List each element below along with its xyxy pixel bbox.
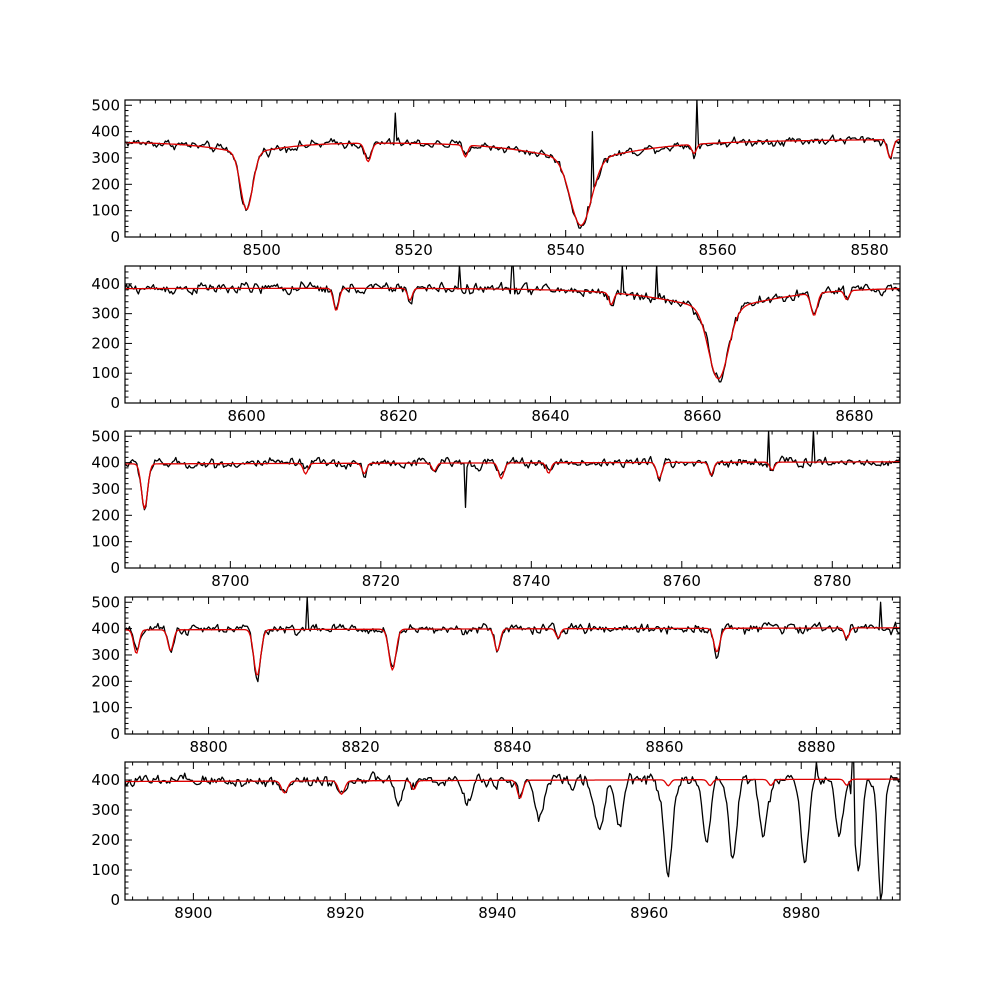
y-tick-label: 300 xyxy=(91,646,120,664)
y-tick-label: 400 xyxy=(91,771,120,789)
y-tick-label: 100 xyxy=(91,364,120,382)
x-tick-label: 8600 xyxy=(227,407,265,425)
x-tick-label: 8760 xyxy=(663,572,701,590)
x-tick-label: 8960 xyxy=(630,904,668,922)
panel-2: 8600 8620 8640 8660 8680 0 100 200 300 400 xyxy=(91,265,901,425)
panel-5: 8900 8920 8940 8960 8980 0 100 200 300 400 xyxy=(91,761,901,922)
y-tick-label: 200 xyxy=(91,831,120,849)
panel-frame xyxy=(124,99,901,238)
y-tick-label: 0 xyxy=(110,891,120,909)
y-tick-label: 0 xyxy=(110,559,120,577)
panel-3: 8700 8720 8740 8760 8780 0 100 200 300 400 500 xyxy=(91,427,901,590)
y-tick-label: 200 xyxy=(91,672,120,690)
model-spectrum-line xyxy=(125,627,900,676)
y-tick-label: 100 xyxy=(91,699,120,717)
observed-spectrum-line xyxy=(125,100,900,229)
y-tick-label: 400 xyxy=(91,454,120,472)
x-tick-label: 8620 xyxy=(379,407,417,425)
panel-frame xyxy=(124,265,901,404)
x-tick-label: 8800 xyxy=(189,738,227,756)
x-tick-label: 8660 xyxy=(683,407,721,425)
y-tick-label: 500 xyxy=(91,427,120,445)
x-tick-label: 8980 xyxy=(782,904,820,922)
y-tick-label: 200 xyxy=(91,506,120,524)
observed-spectrum-line xyxy=(125,266,900,383)
y-tick-label: 100 xyxy=(91,533,120,551)
y-tick-label: 200 xyxy=(91,334,120,352)
panel-frame xyxy=(124,761,901,901)
panel-1: 8500 8520 8540 8560 8580 0 100 200 300 400 500 xyxy=(91,96,901,259)
x-tick-label: 8580 xyxy=(851,241,889,259)
x-tick-label: 8900 xyxy=(174,904,212,922)
model-spectrum-line xyxy=(125,778,900,799)
model-spectrum-line xyxy=(125,287,900,380)
y-tick-label: 500 xyxy=(91,593,120,611)
x-tick-label: 8860 xyxy=(645,738,683,756)
observed-spectrum-line xyxy=(125,431,900,511)
y-tick-label: 0 xyxy=(110,228,120,246)
y-tick-label: 100 xyxy=(91,202,120,220)
x-tick-label: 8560 xyxy=(699,241,737,259)
y-tick-label: 400 xyxy=(91,123,120,141)
y-tick-label: 400 xyxy=(91,275,120,293)
y-tick-label: 300 xyxy=(91,305,120,323)
x-tick-label: 8820 xyxy=(341,738,379,756)
model-spectrum-line xyxy=(125,138,900,227)
x-tick-label: 8780 xyxy=(813,572,851,590)
y-tick-label: 400 xyxy=(91,620,120,638)
x-tick-label: 8680 xyxy=(835,407,873,425)
y-tick-label: 300 xyxy=(91,480,120,498)
y-tick-label: 0 xyxy=(110,394,120,412)
model-spectrum-line xyxy=(125,461,900,510)
panel-frame xyxy=(124,430,901,569)
x-tick-label: 8720 xyxy=(362,572,400,590)
y-tick-label: 100 xyxy=(91,861,120,879)
observed-spectrum-line xyxy=(125,597,900,683)
x-tick-label: 8520 xyxy=(395,241,433,259)
x-tick-label: 8540 xyxy=(547,241,585,259)
y-tick-label: 300 xyxy=(91,801,120,819)
x-tick-label: 8840 xyxy=(493,738,531,756)
panel-frame xyxy=(124,596,901,735)
x-tick-label: 8500 xyxy=(243,241,281,259)
panel-4: 8800 8820 8840 8860 8880 0 100 200 300 400 500 xyxy=(91,593,901,756)
observed-spectrum-line xyxy=(125,762,900,900)
y-tick-label: 300 xyxy=(91,149,120,167)
x-tick-label: 8700 xyxy=(211,572,249,590)
x-tick-label: 8940 xyxy=(478,904,516,922)
y-tick-label: 0 xyxy=(110,725,120,743)
y-tick-label: 500 xyxy=(91,96,120,114)
y-tick-label: 200 xyxy=(91,175,120,193)
x-tick-label: 8640 xyxy=(531,407,569,425)
x-tick-label: 8740 xyxy=(512,572,550,590)
x-tick-label: 8920 xyxy=(326,904,364,922)
x-tick-label: 8880 xyxy=(797,738,835,756)
